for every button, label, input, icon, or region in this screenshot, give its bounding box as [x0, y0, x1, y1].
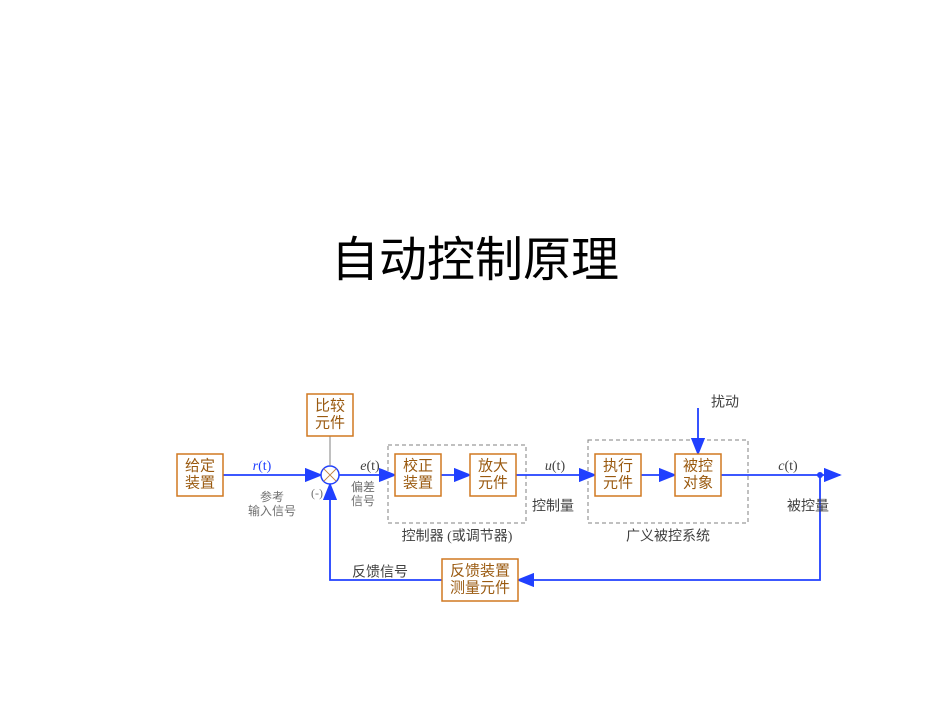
label-output-qty: 被控量 [787, 499, 829, 515]
svg-text:执行: 执行 [603, 457, 633, 474]
svg-text:被控: 被控 [683, 457, 713, 474]
svg-text:偏差: 偏差 [351, 479, 375, 494]
label-control-qty: 控制量 [532, 499, 574, 515]
svg-text:元件: 元件 [603, 475, 633, 492]
group-caption-plant_sys: 广义被控系统 [626, 529, 710, 545]
svg-text:对象: 对象 [683, 475, 713, 492]
label-feedback-sig: 反馈信号 [352, 565, 408, 581]
arrow-out-feedback [518, 475, 820, 580]
signal-u: u(t) [545, 459, 566, 474]
svg-text:给定: 给定 [185, 457, 215, 474]
svg-text:信号: 信号 [351, 494, 375, 508]
svg-text:校正: 校正 [403, 457, 433, 474]
svg-text:元件: 元件 [315, 415, 345, 432]
label-minus: (-) [311, 486, 323, 500]
group-caption-controller: 控制器 (或调节器) [402, 529, 513, 545]
svg-text:装置: 装置 [185, 475, 215, 492]
svg-text:测量元件: 测量元件 [450, 580, 510, 597]
signal-r: r(t) [253, 459, 272, 474]
svg-text:装置: 装置 [403, 475, 433, 492]
signal-c: c(t) [778, 459, 798, 474]
svg-text:反馈装置: 反馈装置 [450, 562, 510, 579]
block-diagram: 控制器 (或调节器)广义被控系统扰动给定装置比较元件校正装置放大元件执行元件被控… [0, 0, 950, 713]
svg-text:元件: 元件 [478, 475, 508, 492]
label-disturbance: 扰动 [711, 395, 739, 411]
svg-text:放大: 放大 [478, 457, 508, 474]
svg-text:输入信号: 输入信号 [248, 503, 296, 518]
svg-text:比较: 比较 [315, 396, 345, 414]
svg-text:参考: 参考 [260, 489, 284, 504]
signal-e: e(t) [360, 459, 380, 474]
